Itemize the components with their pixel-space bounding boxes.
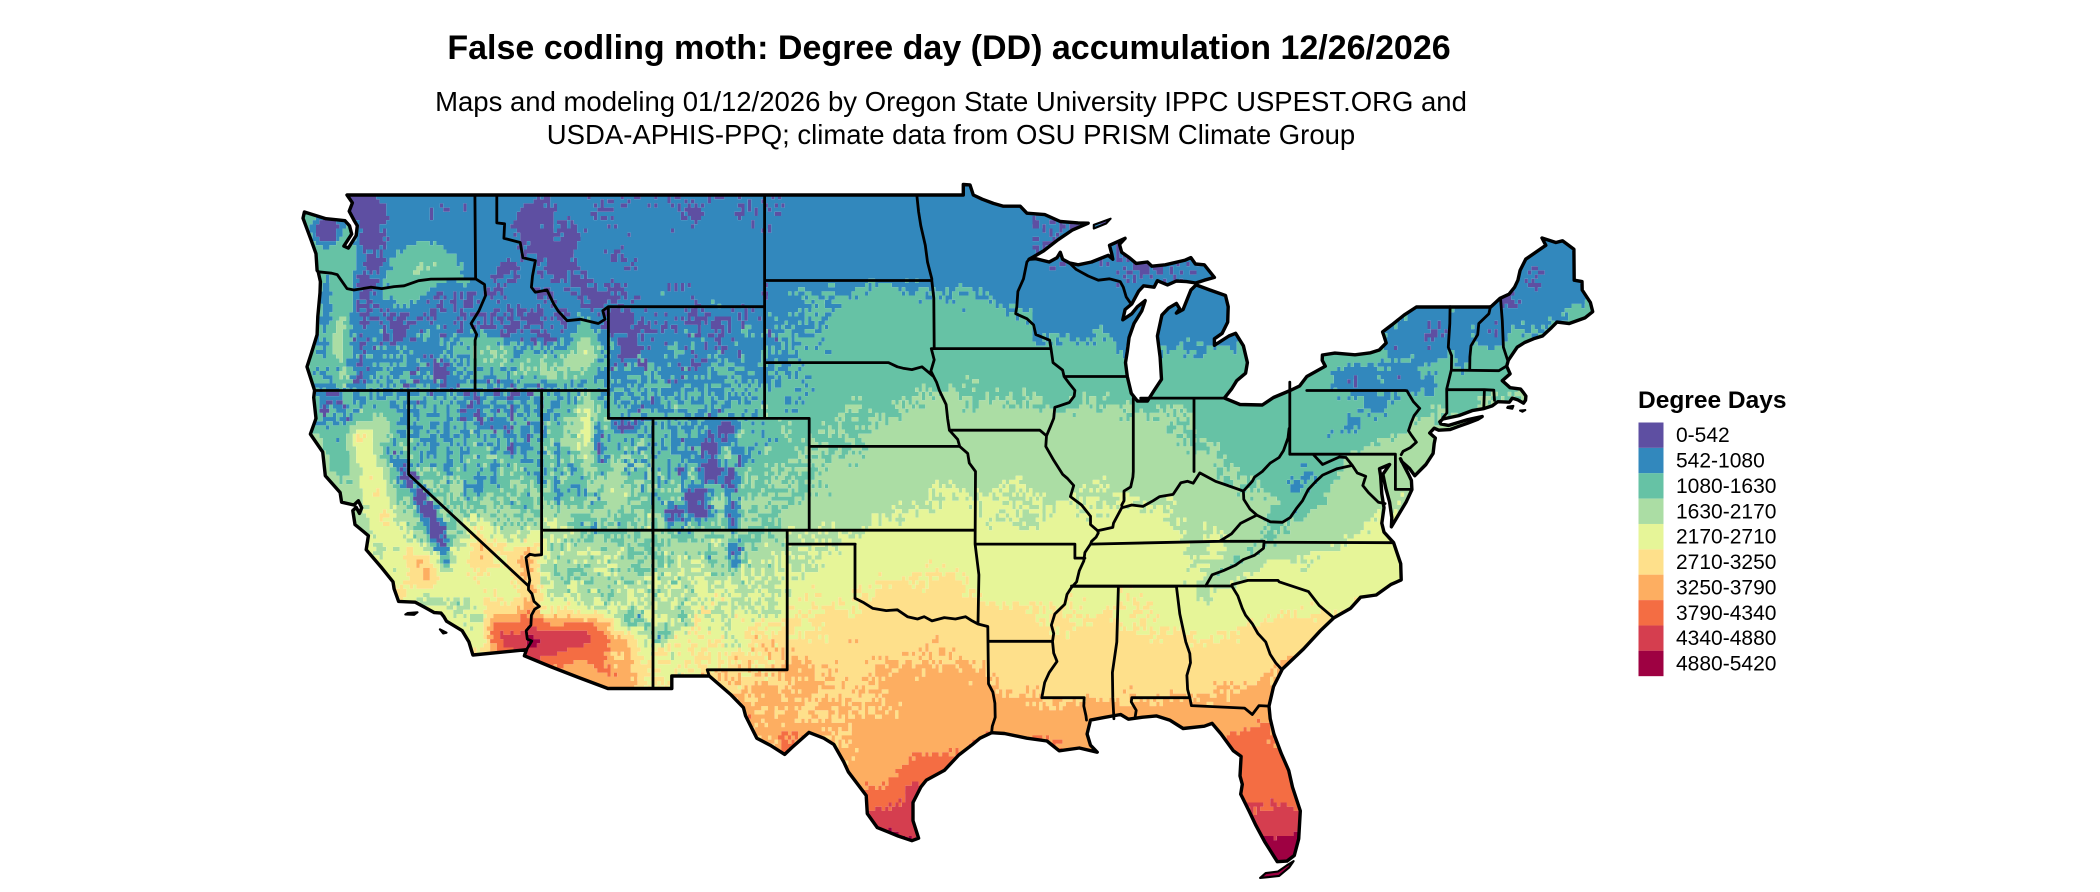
svg-text:3250-3790: 3250-3790	[1676, 576, 1776, 599]
svg-text:3790-4340: 3790-4340	[1676, 602, 1776, 625]
svg-text:1080-1630: 1080-1630	[1676, 475, 1776, 498]
svg-text:1630-2170: 1630-2170	[1676, 500, 1776, 523]
svg-text:2710-3250: 2710-3250	[1676, 551, 1776, 574]
svg-text:4340-4880: 4340-4880	[1676, 627, 1776, 650]
svg-text:2170-2710: 2170-2710	[1676, 526, 1776, 549]
svg-text:0-542: 0-542	[1676, 424, 1730, 447]
svg-text:Maps and modeling 01/12/2026 b: Maps and modeling 01/12/2026 by Oregon S…	[435, 86, 1467, 117]
svg-text:542-1080: 542-1080	[1676, 450, 1765, 473]
svg-text:Degree Days: Degree Days	[1638, 387, 1786, 414]
svg-text:False codling moth: Degree day: False codling moth: Degree day (DD) accu…	[447, 29, 1450, 67]
svg-text:USDA-APHIS-PPQ; climate data f: USDA-APHIS-PPQ; climate data from OSU PR…	[547, 119, 1355, 150]
svg-text:4880-5420: 4880-5420	[1676, 653, 1776, 676]
